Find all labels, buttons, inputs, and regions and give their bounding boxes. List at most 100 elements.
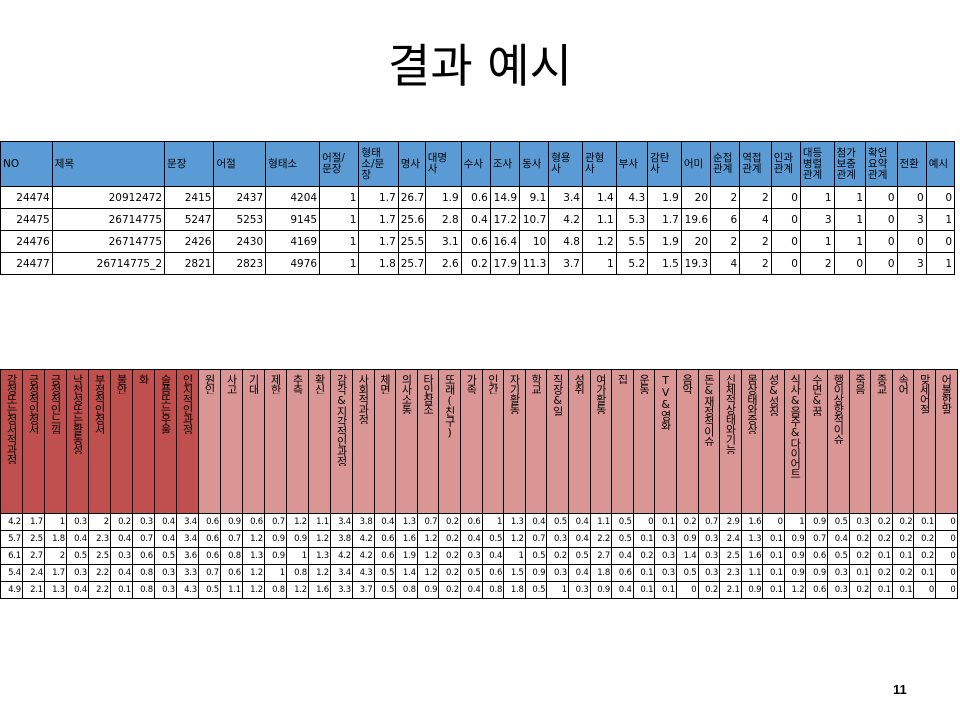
table-cell: 0.2 <box>110 513 133 531</box>
table-cell: 1.2 <box>416 547 440 565</box>
table-cell: 5247 <box>164 208 215 231</box>
column-header: 돈&재정적이슈 <box>697 369 721 514</box>
column-header: 의사소통 <box>395 369 418 514</box>
table-header-row: 감정또는정서적과정 긍정적인정서 긍정적인느낌 낙천성또는활동성 부정적인정서 불안 화 슬픔… <box>0 369 958 514</box>
column-header: 부정적인정서 <box>88 369 111 514</box>
table-cell: 3.4 <box>176 513 199 531</box>
column-header-label: 감정또는정서적과정 <box>5 374 18 464</box>
table-cell: 0 <box>935 581 958 599</box>
table-cell: 17.9 <box>489 252 521 275</box>
table-cell: 3.3 <box>176 564 199 582</box>
column-header: 행이상향적이슈 <box>827 369 850 514</box>
table-cell: 0.2 <box>546 547 569 565</box>
table-cell: 2.4 <box>22 564 45 582</box>
column-header-label: 음악 <box>680 374 694 394</box>
table-cell: 0.5 <box>459 564 483 582</box>
table-cell: 0 <box>770 186 801 209</box>
table-cell: 2 <box>710 230 741 253</box>
table-cell: 3 <box>799 208 835 231</box>
table-cell: 2 <box>88 513 111 531</box>
table-cell: 14.9 <box>489 186 521 209</box>
column-header: TV&영화 <box>654 369 677 514</box>
table-cell: 1.9 <box>647 186 682 209</box>
column-header: 속어 <box>891 369 915 514</box>
table-cell: 4.2 <box>352 547 375 565</box>
column-header-label: 확신 <box>313 374 326 394</box>
column-header-label: 긍정적인정서 <box>27 374 40 434</box>
table-cell: 0.3 <box>567 581 591 599</box>
table-cell: 0 <box>935 547 958 565</box>
table-cell: 19.6 <box>680 208 712 231</box>
table-cell: 2.4 <box>719 530 742 548</box>
table-cell: 0 <box>865 252 898 275</box>
table-cell: 0 <box>896 186 927 209</box>
column-header-label: 몸상태와증상 <box>745 374 759 434</box>
column-header-label: 화 <box>137 374 150 384</box>
column-header: 제목 <box>51 141 166 187</box>
table-cell: 5.3 <box>615 208 649 231</box>
table-cell: 26714775 <box>51 230 166 253</box>
column-header: 몸상태와증상 <box>740 369 764 514</box>
table-cell: 2823 <box>213 252 267 275</box>
table-cell: 24477 <box>0 252 53 275</box>
column-header: 성&성징 <box>762 369 785 514</box>
table-cell: 0.3 <box>827 581 850 599</box>
table-cell: 6.1 <box>0 547 23 565</box>
table-cell: 0 <box>632 513 656 531</box>
table-cell: 0.2 <box>891 513 915 531</box>
table-cell: 0.9 <box>416 581 440 599</box>
table-cell: 0 <box>770 208 801 231</box>
table-cell: 0.2 <box>697 581 721 599</box>
table-cell: 0.8 <box>220 547 243 565</box>
column-header: 죽음 <box>848 369 872 514</box>
table-cell: 1 <box>581 252 617 275</box>
table-cell: 0.2 <box>870 564 893 582</box>
table-cell: 0.7 <box>805 530 829 548</box>
table-cell: 1 <box>503 547 526 565</box>
table-cell: 2430 <box>213 230 267 253</box>
table-cell: 1 <box>833 186 867 209</box>
table-cell: 0.9 <box>286 530 309 548</box>
table-cell: 0.1 <box>913 564 937 582</box>
column-header: 제한 <box>264 369 287 514</box>
table-cell: 0.4 <box>110 564 133 582</box>
table-cell: 1.4 <box>581 186 617 209</box>
table-cell: 1.2 <box>286 513 309 531</box>
column-header-label: 맞세어절 <box>918 374 932 414</box>
table-cell: 0 <box>935 530 958 548</box>
table-cell: 24474 <box>0 186 53 209</box>
column-header: 어절/문장 <box>319 141 360 187</box>
table-cell: 2.7 <box>589 547 613 565</box>
table-cell: 2 <box>710 186 741 209</box>
table-cell: 1.9 <box>395 547 418 565</box>
column-header: 긍정적인느낌 <box>44 369 67 514</box>
table-cell: 5.7 <box>0 530 23 548</box>
table-cell: 4 <box>739 208 772 231</box>
table-cell: 0.2 <box>913 530 937 548</box>
table-cell: 1.8 <box>503 581 526 599</box>
table-row: 4.2 1.7 1 0.3 2 0.2 0.3 0.4 3.4 0.6 0.9 0.6 0.7 1.2 1.… <box>0 513 958 531</box>
table-cell: 6 <box>710 208 741 231</box>
table-cell: 0.6 <box>481 564 505 582</box>
table-cell: 0.1 <box>110 581 133 599</box>
table-cell: 2.8 <box>424 208 462 231</box>
table-cell: 1.2 <box>783 581 807 599</box>
table-cell: 0.4 <box>459 530 483 548</box>
column-header-label: 자기활동 <box>507 374 521 414</box>
column-header: 식사&음주&다이어트 <box>783 369 807 514</box>
column-header: 대명 사 <box>424 141 462 187</box>
table-cell: 11.3 <box>519 252 550 275</box>
table-cell: 1.1 <box>581 208 617 231</box>
column-header: 인과 관계 <box>770 141 801 187</box>
column-header: 형용 사 <box>548 141 583 187</box>
table-cell: 1.3 <box>308 547 331 565</box>
morpheme-stats-table: NO 제목 문장 어절 형태소 어절/문장 형태 소/문 장 명사 대명 사 수사 조사 동사 형용 사 관형 사 부… <box>0 141 956 275</box>
table-cell: 0.1 <box>891 547 915 565</box>
table-cell: 25.7 <box>397 252 426 275</box>
table-cell: 0.5 <box>481 530 505 548</box>
table-cell: 0.8 <box>286 564 309 582</box>
column-header-label: 운동 <box>637 374 651 394</box>
table-cell: 0 <box>913 581 937 599</box>
table-cell: 0.6 <box>373 530 397 548</box>
table-cell: 2.9 <box>719 513 742 531</box>
